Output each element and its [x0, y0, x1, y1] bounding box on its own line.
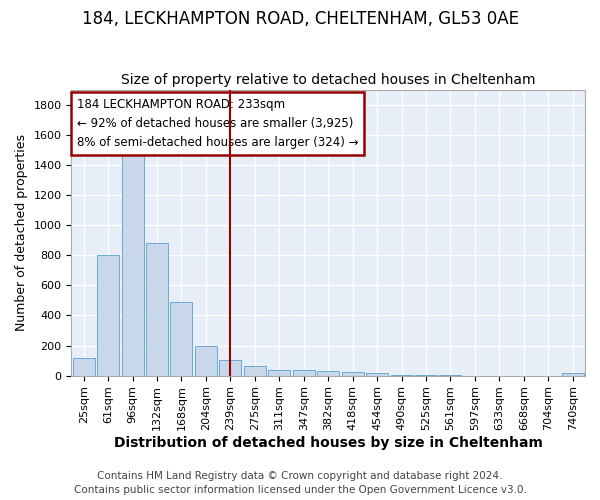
- Bar: [122, 153, 143, 376]
- Y-axis label: Number of detached properties: Number of detached properties: [15, 134, 28, 331]
- Bar: [146, 243, 168, 376]
- Text: Contains HM Land Registry data © Crown copyright and database right 2024.
Contai: Contains HM Land Registry data © Crown c…: [74, 471, 526, 495]
- Bar: [317, 371, 339, 376]
- Bar: [97, 255, 119, 376]
- Title: Size of property relative to detached houses in Cheltenham: Size of property relative to detached ho…: [121, 73, 535, 87]
- Bar: [562, 374, 584, 376]
- Bar: [268, 370, 290, 376]
- X-axis label: Distribution of detached houses by size in Cheltenham: Distribution of detached houses by size …: [114, 436, 542, 450]
- Bar: [220, 360, 241, 376]
- Bar: [170, 302, 193, 376]
- Text: 184, LECKHAMPTON ROAD, CHELTENHAM, GL53 0AE: 184, LECKHAMPTON ROAD, CHELTENHAM, GL53 …: [82, 10, 518, 28]
- Bar: [293, 370, 315, 376]
- Bar: [341, 372, 364, 376]
- Bar: [73, 358, 95, 376]
- Bar: [195, 346, 217, 376]
- Bar: [366, 374, 388, 376]
- Bar: [244, 366, 266, 376]
- Text: 184 LECKHAMPTON ROAD: 233sqm
← 92% of detached houses are smaller (3,925)
8% of : 184 LECKHAMPTON ROAD: 233sqm ← 92% of de…: [77, 98, 358, 149]
- Bar: [391, 375, 413, 376]
